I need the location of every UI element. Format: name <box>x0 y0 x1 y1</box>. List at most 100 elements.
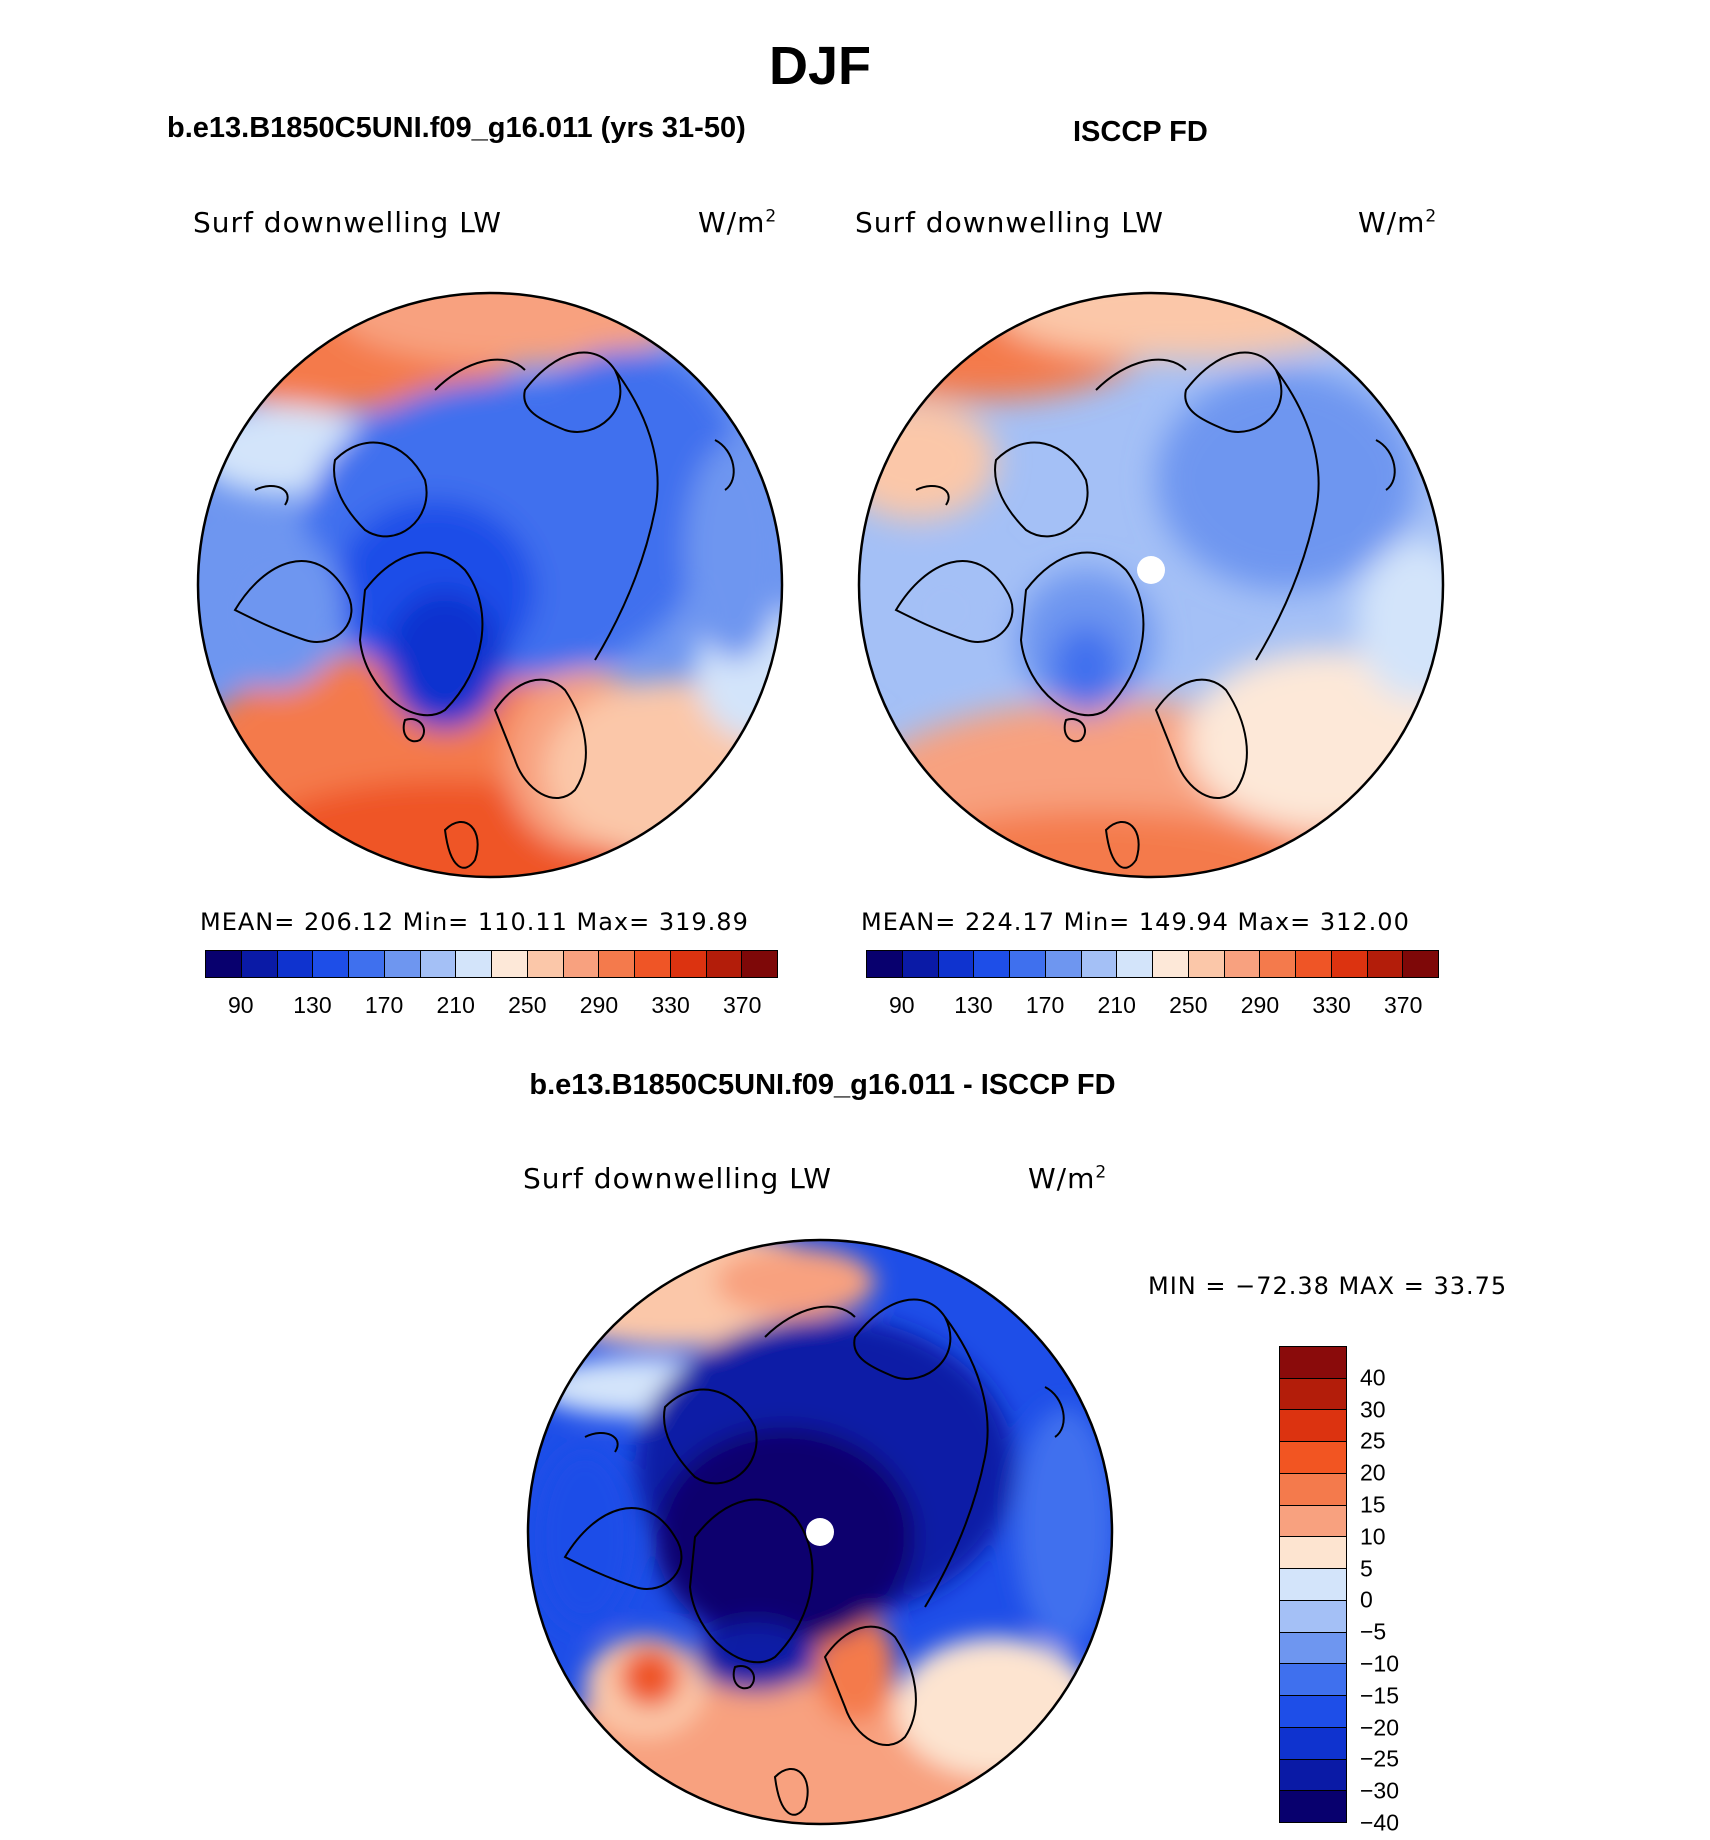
colorbar-model-swatch <box>456 951 492 977</box>
units-label-obs: W/m2 <box>1358 206 1438 239</box>
colorbar-difference-swatch <box>1280 1347 1346 1379</box>
colorbar-difference-tick-label: 30 <box>1360 1396 1386 1423</box>
colorbar-model-tick-label: 290 <box>579 992 619 1018</box>
colorbar-model-swatch <box>599 951 635 977</box>
colorbar-difference-tick-label: 5 <box>1360 1555 1373 1582</box>
colorbar-difference-swatch <box>1280 1727 1346 1760</box>
colorbar-obs-swatch <box>1045 951 1082 977</box>
colorbar-ticks-difference: 40 30 25 20 15 10 5 0 −5 −10 −15 −20 −25 −30 −40 <box>1360 1346 1450 1835</box>
colorbar-difference-tick-label: 0 <box>1360 1586 1373 1613</box>
units-label-model: W/m2 <box>698 206 778 239</box>
colorbar-difference-tick-label: −10 <box>1360 1650 1400 1677</box>
colorbar-obs-swatch <box>1224 951 1261 977</box>
colorbar-model-tick-label: 210 <box>436 992 475 1018</box>
polar-map-model <box>196 291 784 879</box>
colorbar-obs-swatch <box>1367 951 1404 977</box>
colorbar-model-swatch <box>492 951 528 977</box>
colorbar-model-swatch <box>742 951 777 977</box>
polar-map-difference <box>526 1238 1114 1826</box>
colorbar-model-tick-label: 90 <box>228 992 254 1018</box>
colorbar-difference-tick-label: −15 <box>1360 1682 1400 1709</box>
colorbar-difference-tick-label: 40 <box>1360 1364 1386 1391</box>
colorbar-model-swatch <box>349 951 385 977</box>
colorbar-obs-tick-label: 330 <box>1312 992 1351 1018</box>
colorbar-obs-swatch <box>1296 951 1332 977</box>
colorbar-model-swatch <box>706 951 743 977</box>
variable-label-diff: Surf downwelling LW <box>523 1162 832 1195</box>
colorbar-obs-swatch <box>938 951 975 977</box>
colorbar-difference-tick-label: −25 <box>1360 1745 1400 1772</box>
colorbar-obs-swatch <box>867 951 903 977</box>
colorbar-model-swatch <box>384 951 421 977</box>
colorbar-obs-tick-label: 90 <box>889 992 915 1018</box>
colorbar-model-swatch <box>277 951 314 977</box>
colorbar-difference-tick-label: 10 <box>1360 1523 1386 1550</box>
colorbar-ticks-model: 90 130 170 210 250 290 330 370 <box>205 992 778 1022</box>
colorbar-model-swatch <box>241 951 278 977</box>
main-title: DJF <box>768 36 871 96</box>
colorbar-ticks-obs: 90 130 170 210 250 290 330 370 <box>866 992 1439 1022</box>
colorbar-model-swatch <box>563 951 600 977</box>
colorbar-difference-swatch <box>1280 1600 1346 1633</box>
colorbar-difference-swatch <box>1280 1537 1346 1570</box>
colorbar-obs-tick-label: 210 <box>1097 992 1136 1018</box>
colorbar-obs-tick-label: 170 <box>1025 992 1065 1018</box>
colorbar-difference-tick-label: 20 <box>1360 1459 1386 1486</box>
colorbar-difference-swatch <box>1280 1442 1346 1474</box>
colorbar-obs-swatch <box>902 951 939 977</box>
colorbar-difference-swatch <box>1280 1505 1346 1538</box>
colorbar-difference-tick-label: 25 <box>1360 1427 1386 1454</box>
colorbar-obs-swatch <box>1260 951 1296 977</box>
colorbar-difference <box>1279 1346 1347 1823</box>
colorbar-obs-swatch <box>974 951 1010 977</box>
variable-label-model: Surf downwelling LW <box>193 206 502 239</box>
colorbar-obs-swatch <box>1081 951 1118 977</box>
panel-title-model: b.e13.B1850C5UNI.f09_g16.011 (yrs 31-50) <box>167 112 746 144</box>
colorbar-model <box>205 950 778 978</box>
colorbar-model-tick-label: 330 <box>651 992 690 1018</box>
colorbar-model-swatch <box>635 951 671 977</box>
colorbar-difference-swatch <box>1280 1791 1346 1823</box>
colorbar-obs <box>866 950 1439 978</box>
colorbar-obs-tick-label: 130 <box>954 992 993 1018</box>
polar-map-obs <box>857 291 1445 879</box>
colorbar-model-tick-label: 370 <box>723 992 762 1018</box>
colorbar-model-swatch <box>420 951 457 977</box>
stats-diff: MIN = −72.38 MAX = 33.75 <box>1148 1272 1508 1300</box>
colorbar-obs-tick-label: 250 <box>1169 992 1208 1018</box>
colorbar-obs-tick-label: 370 <box>1384 992 1423 1018</box>
colorbar-obs-tick-label: 290 <box>1240 992 1280 1018</box>
panel-title-obs: ISCCP FD <box>1073 116 1208 148</box>
colorbar-obs-swatch <box>1153 951 1189 977</box>
colorbar-model-swatch <box>670 951 707 977</box>
colorbar-obs-swatch <box>1188 951 1225 977</box>
colorbar-difference-tick-label: 15 <box>1360 1491 1386 1518</box>
colorbar-difference-swatch <box>1280 1759 1346 1792</box>
colorbar-obs-swatch <box>1117 951 1153 977</box>
colorbar-difference-swatch <box>1280 1569 1346 1601</box>
colorbar-model-swatch <box>527 951 564 977</box>
colorbar-difference-tick-label: −5 <box>1360 1618 1387 1645</box>
colorbar-model-swatch <box>206 951 242 977</box>
colorbar-model-tick-label: 250 <box>508 992 547 1018</box>
colorbar-difference-swatch <box>1280 1473 1346 1506</box>
colorbar-difference-swatch <box>1280 1410 1346 1443</box>
units-label-diff: W/m2 <box>1028 1162 1108 1195</box>
stats-model: MEAN= 206.12 Min= 110.11 Max= 319.89 <box>200 908 749 936</box>
colorbar-difference-swatch <box>1280 1696 1346 1728</box>
colorbar-difference-tick-label: −40 <box>1360 1809 1400 1836</box>
stats-obs: MEAN= 224.17 Min= 149.94 Max= 312.00 <box>861 908 1410 936</box>
colorbar-difference-swatch <box>1280 1664 1346 1697</box>
colorbar-obs-swatch <box>1403 951 1438 977</box>
colorbar-model-swatch <box>313 951 349 977</box>
colorbar-model-tick-label: 170 <box>364 992 404 1018</box>
colorbar-obs-swatch <box>1010 951 1046 977</box>
colorbar-difference-tick-label: −20 <box>1360 1714 1400 1741</box>
variable-label-obs: Surf downwelling LW <box>855 206 1164 239</box>
colorbar-obs-swatch <box>1331 951 1368 977</box>
colorbar-difference-swatch <box>1280 1632 1346 1665</box>
colorbar-difference-swatch <box>1280 1378 1346 1411</box>
panel-title-diff: b.e13.B1850C5UNI.f09_g16.011 - ISCCP FD <box>529 1069 1116 1101</box>
colorbar-difference-tick-label: −30 <box>1360 1777 1400 1804</box>
colorbar-model-tick-label: 130 <box>293 992 332 1018</box>
